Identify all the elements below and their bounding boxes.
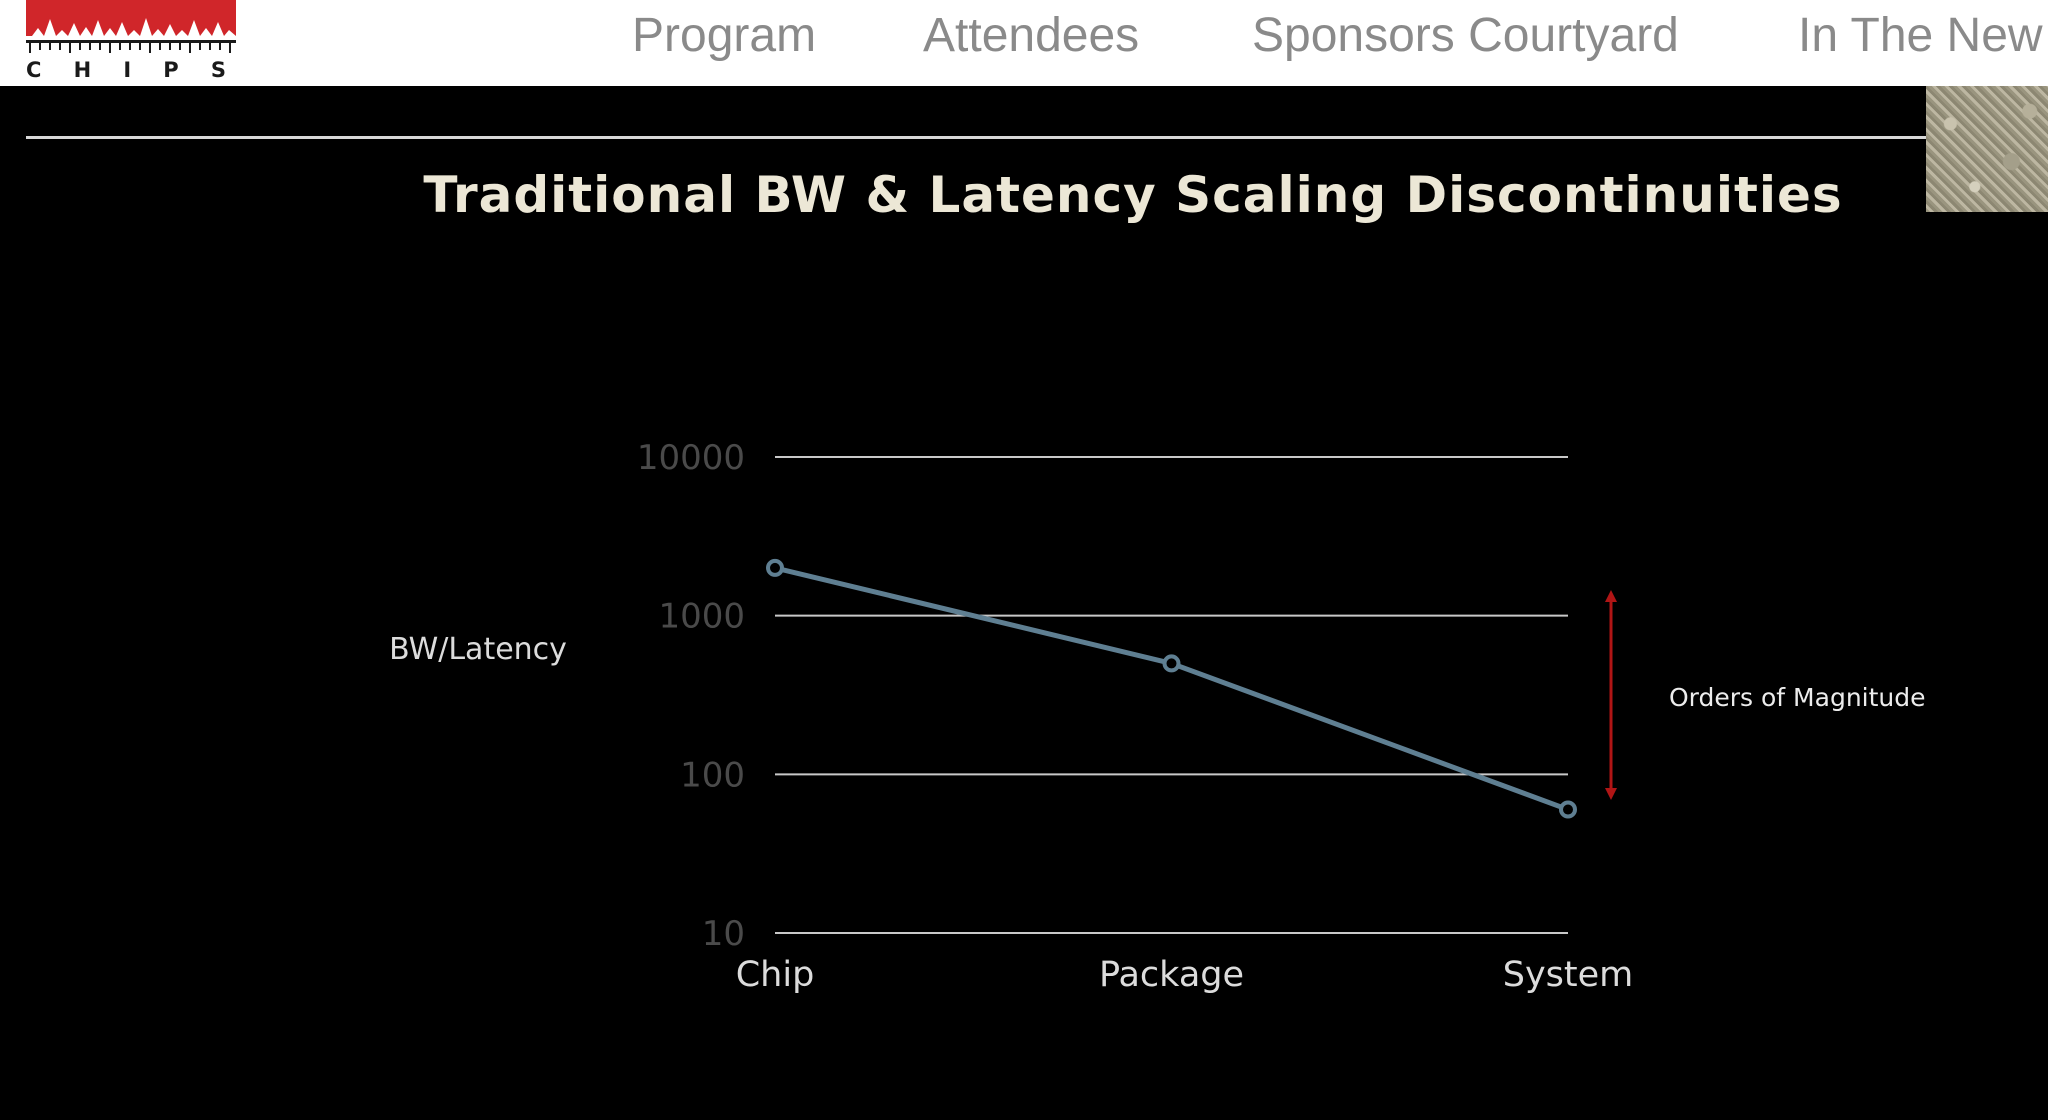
top-nav-bar: C H I P S Program Attendees Sponsors Cou… — [0, 0, 2048, 86]
slide-divider-line — [26, 136, 1926, 139]
main-nav: Program Attendees Sponsors Courtyard In … — [0, 0, 2048, 86]
y-tick-label: 1000 — [658, 597, 745, 637]
y-tick-label: 100 — [680, 755, 745, 795]
series-line — [774, 565, 1569, 812]
logo-ruler-line — [26, 40, 236, 43]
logo-flame-graphic — [26, 0, 236, 53]
x-tick-label: Chip — [736, 955, 815, 995]
nav-link-in-the-news[interactable]: In The New — [1798, 9, 2043, 62]
y-tick-label: 10 — [702, 914, 745, 954]
data-point — [766, 558, 784, 577]
data-point — [1162, 654, 1181, 673]
nav-link-program[interactable]: Program — [632, 9, 817, 62]
logo-ruler-ticks — [29, 43, 231, 53]
slide-title: Traditional BW & Latency Scaling Discont… — [423, 166, 1843, 224]
presentation-slide: Traditional BW & Latency Scaling Discont… — [0, 86, 2048, 1120]
magnitude-arrow-head-up — [1605, 590, 1617, 602]
logo-letter: P — [163, 58, 179, 82]
y-tick-label: 10000 — [637, 438, 745, 478]
logo-letter: C — [26, 58, 42, 82]
y-axis-label: BW/Latency — [389, 632, 567, 667]
hot-chips-logo[interactable]: C H I P S — [26, 0, 236, 86]
x-tick-label: System — [1503, 955, 1634, 995]
x-tick-label: Package — [1099, 955, 1244, 995]
logo-flames — [26, 0, 236, 36]
nav-link-attendees[interactable]: Attendees — [923, 9, 1140, 62]
magnitude-arrow-head-down — [1605, 788, 1617, 800]
speaker-webcam-thumbnail — [1926, 86, 2048, 212]
data-point — [1559, 800, 1577, 819]
nav-link-sponsors-courtyard[interactable]: Sponsors Courtyard — [1252, 9, 1679, 62]
logo-letter: H — [73, 58, 92, 82]
logo-letter: I — [123, 58, 132, 82]
orders-of-magnitude-annotation: Orders of Magnitude — [1669, 683, 1926, 712]
logo-wordmark: C H I P S — [26, 58, 236, 82]
logo-letter: S — [210, 58, 226, 82]
